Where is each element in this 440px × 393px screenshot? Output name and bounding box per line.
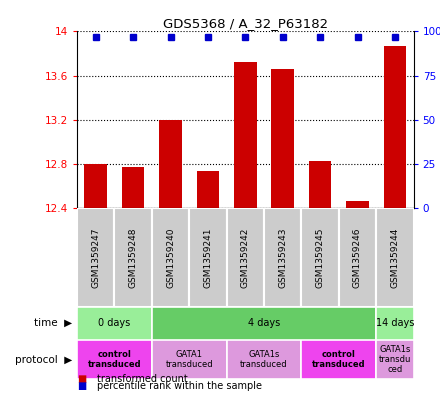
Bar (197, 171, 219, 208)
Text: GSM1359245: GSM1359245 (315, 227, 325, 288)
Text: GATA1
transduced: GATA1 transduced (165, 350, 213, 369)
Bar (384, 46, 406, 208)
Text: GSM1359243: GSM1359243 (278, 227, 287, 288)
Bar (376, 340, 414, 379)
Bar (264, 208, 301, 307)
Bar (234, 62, 257, 208)
Text: GSM1359244: GSM1359244 (390, 227, 400, 288)
Text: percentile rank within the sample: percentile rank within the sample (97, 381, 262, 391)
Bar (77, 340, 152, 379)
Text: GSM1359246: GSM1359246 (353, 227, 362, 288)
Text: GATA1s
transdu
ced: GATA1s transdu ced (379, 345, 411, 375)
Text: protocol  ▶: protocol ▶ (15, 354, 73, 365)
Bar (271, 69, 294, 208)
Text: control
transduced: control transduced (88, 350, 141, 369)
Bar (339, 208, 376, 307)
Bar (159, 120, 182, 208)
Bar (77, 307, 152, 340)
Text: GSM1359247: GSM1359247 (91, 227, 100, 288)
Bar (301, 340, 376, 379)
Title: GDS5368 / A_32_P63182: GDS5368 / A_32_P63182 (163, 17, 328, 30)
Text: GSM1359248: GSM1359248 (128, 227, 138, 288)
Text: GSM1359241: GSM1359241 (203, 227, 213, 288)
Bar (152, 208, 189, 307)
Text: GSM1359242: GSM1359242 (241, 227, 250, 288)
Text: GSM1359240: GSM1359240 (166, 227, 175, 288)
Text: 4 days: 4 days (248, 318, 280, 328)
Bar (122, 167, 144, 208)
Bar (152, 307, 376, 340)
Bar (376, 208, 414, 307)
Text: 0 days: 0 days (98, 318, 131, 328)
Bar (84, 164, 107, 208)
Text: 14 days: 14 days (376, 318, 414, 328)
Bar (227, 340, 301, 379)
Text: ■: ■ (77, 375, 86, 384)
Text: time  ▶: time ▶ (34, 318, 73, 328)
Bar (227, 208, 264, 307)
Text: GATA1s
transduced: GATA1s transduced (240, 350, 288, 369)
Text: transformed count: transformed count (97, 375, 187, 384)
Bar (301, 208, 339, 307)
Bar (309, 161, 331, 208)
Bar (114, 208, 152, 307)
Bar (77, 208, 114, 307)
Bar (376, 307, 414, 340)
Bar (189, 208, 227, 307)
Text: ■: ■ (77, 381, 86, 391)
Text: control
transduced: control transduced (312, 350, 366, 369)
Bar (152, 340, 227, 379)
Bar (346, 200, 369, 208)
